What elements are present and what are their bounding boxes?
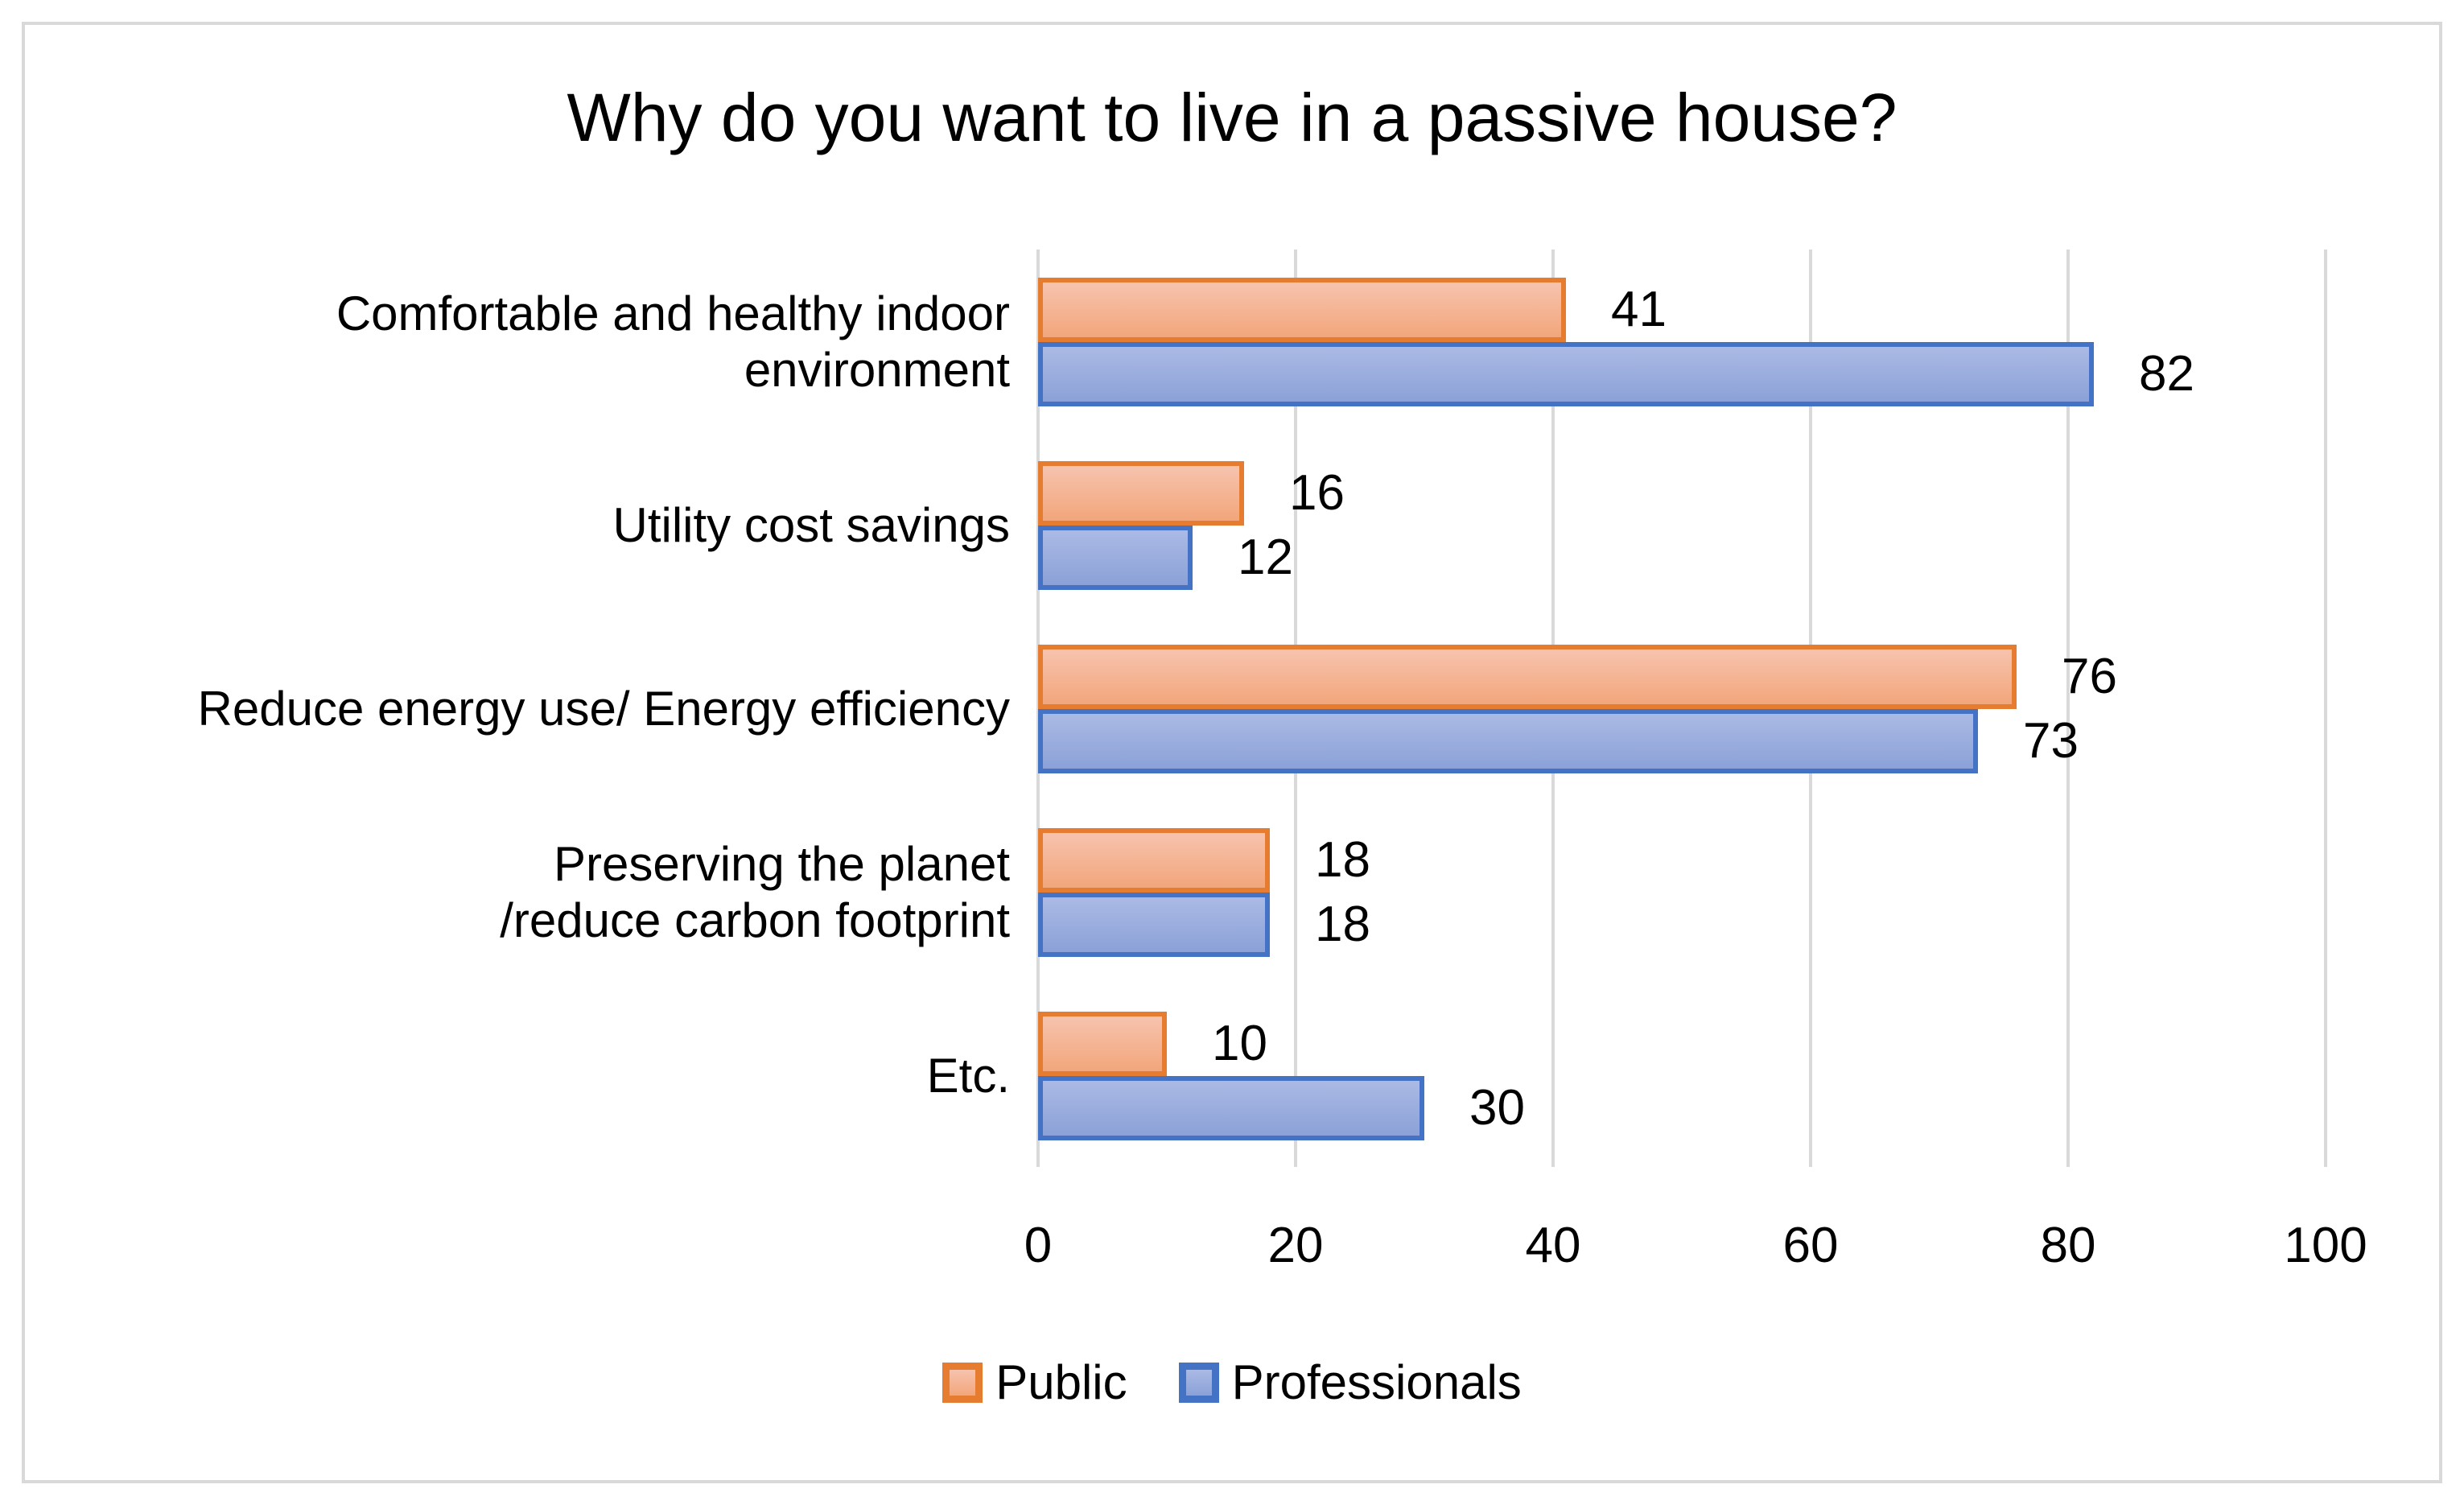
value-label-professionals-4: 30 (1469, 1080, 1525, 1136)
value-label-professionals-3: 18 (1315, 897, 1370, 952)
gridline-100 (2324, 249, 2327, 1167)
bar-professionals-0 (1038, 342, 2094, 406)
legend-item-professionals: Professionals (1178, 1355, 1522, 1409)
x-tick-label-40: 40 (1525, 1218, 1581, 1273)
bar-professionals-2 (1038, 709, 1978, 773)
legend-item-public: Public (942, 1359, 1127, 1407)
value-label-professionals-1: 12 (1238, 530, 1293, 585)
category-label-3: Preserving the planet/reduce carbon foot… (500, 837, 1010, 947)
legend-swatch-professionals (1178, 1363, 1219, 1403)
x-tick-label-80: 80 (2040, 1218, 2096, 1273)
gridline-80 (2066, 249, 2070, 1167)
x-tick-label-100: 100 (2284, 1218, 2367, 1273)
value-label-public-1: 16 (1289, 465, 1345, 521)
category-label-2: Reduce energy use/ Energy efficiency (197, 682, 1010, 736)
x-tick-label-20: 20 (1267, 1218, 1324, 1273)
bar-public-4 (1038, 1012, 1167, 1076)
legend-label-professionals: Professionals (1231, 1355, 1522, 1409)
value-label-public-4: 10 (1212, 1016, 1267, 1071)
category-label-0: Comfortable and healthy indoor environmen… (336, 287, 1010, 397)
legend-label-public: Public (995, 1355, 1127, 1409)
x-tick-label-0: 0 (1024, 1218, 1053, 1273)
bar-professionals-1 (1038, 526, 1193, 590)
bar-professionals-4 (1038, 1076, 1424, 1140)
bar-public-3 (1038, 828, 1270, 893)
x-tick-label-60: 60 (1782, 1218, 1839, 1273)
value-label-public-2: 76 (2062, 649, 2117, 704)
bar-public-2 (1038, 645, 2017, 709)
bar-professionals-3 (1038, 893, 1270, 957)
category-label-4: Etc. (926, 1049, 1010, 1103)
legend: Public Professionals (0, 1359, 2464, 1407)
value-label-public-3: 18 (1315, 832, 1370, 888)
legend-swatch-public (942, 1363, 983, 1403)
chart-title: Why do you want to live in a passive hou… (567, 80, 1897, 155)
value-label-public-0: 41 (1611, 282, 1667, 337)
bar-public-0 (1038, 278, 1566, 342)
plot-area: 41 82 16 12 76 73 18 18 10 30 (1036, 249, 2327, 1167)
category-label-1: Utility cost savings (612, 498, 1010, 552)
value-label-professionals-2: 73 (2023, 713, 2079, 769)
bar-public-1 (1038, 461, 1244, 526)
value-label-professionals-0: 82 (2139, 346, 2194, 402)
